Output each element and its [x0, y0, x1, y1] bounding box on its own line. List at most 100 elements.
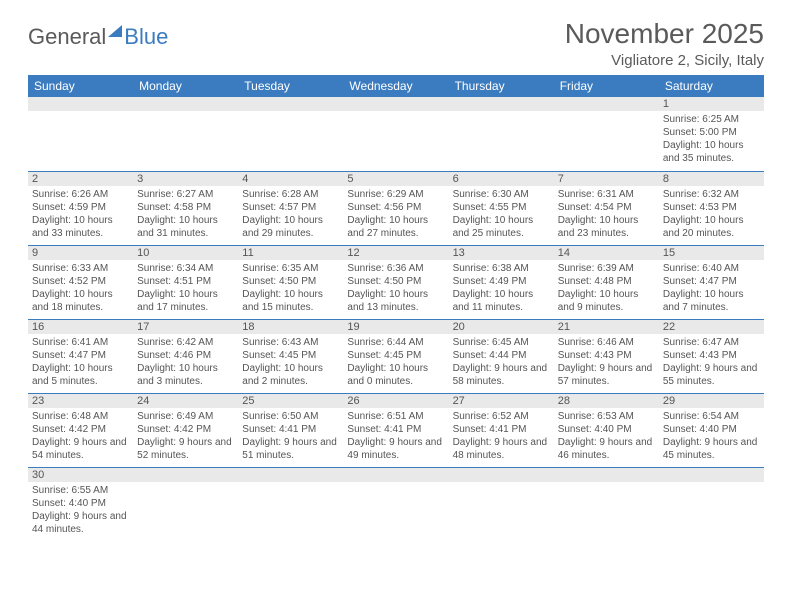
day-number: [238, 97, 343, 111]
day-details: Sunrise: 6:54 AM Sunset: 4:40 PM Dayligh…: [659, 408, 764, 464]
day-details: Sunrise: 6:31 AM Sunset: 4:54 PM Dayligh…: [554, 186, 659, 242]
day-number: 5: [343, 172, 448, 186]
day-number: [449, 468, 554, 482]
day-number: [343, 468, 448, 482]
calendar-cell: 12Sunrise: 6:36 AM Sunset: 4:50 PM Dayli…: [343, 245, 448, 319]
calendar-cell: 8Sunrise: 6:32 AM Sunset: 4:53 PM Daylig…: [659, 171, 764, 245]
calendar-cell: [554, 97, 659, 171]
day-details: Sunrise: 6:29 AM Sunset: 4:56 PM Dayligh…: [343, 186, 448, 242]
day-number: 26: [343, 394, 448, 408]
day-number: [659, 468, 764, 482]
day-number: 21: [554, 320, 659, 334]
logo-text-1: General: [28, 24, 106, 50]
day-details: Sunrise: 6:45 AM Sunset: 4:44 PM Dayligh…: [449, 334, 554, 390]
day-number: 9: [28, 246, 133, 260]
day-number: [28, 97, 133, 111]
day-details: Sunrise: 6:41 AM Sunset: 4:47 PM Dayligh…: [28, 334, 133, 390]
calendar-cell: 27Sunrise: 6:52 AM Sunset: 4:41 PM Dayli…: [449, 393, 554, 467]
day-number: 19: [343, 320, 448, 334]
calendar-row: 30Sunrise: 6:55 AM Sunset: 4:40 PM Dayli…: [28, 467, 764, 541]
day-number: 12: [343, 246, 448, 260]
day-details: Sunrise: 6:34 AM Sunset: 4:51 PM Dayligh…: [133, 260, 238, 316]
day-details: Sunrise: 6:51 AM Sunset: 4:41 PM Dayligh…: [343, 408, 448, 464]
day-details: Sunrise: 6:33 AM Sunset: 4:52 PM Dayligh…: [28, 260, 133, 316]
page-title: November 2025: [565, 18, 764, 50]
day-number: 1: [659, 97, 764, 111]
calendar-cell: 21Sunrise: 6:46 AM Sunset: 4:43 PM Dayli…: [554, 319, 659, 393]
day-details: Sunrise: 6:49 AM Sunset: 4:42 PM Dayligh…: [133, 408, 238, 464]
day-number: 6: [449, 172, 554, 186]
day-details: Sunrise: 6:44 AM Sunset: 4:45 PM Dayligh…: [343, 334, 448, 390]
day-number: 4: [238, 172, 343, 186]
calendar-cell: [343, 97, 448, 171]
day-number: 25: [238, 394, 343, 408]
day-number: 27: [449, 394, 554, 408]
calendar-cell: 14Sunrise: 6:39 AM Sunset: 4:48 PM Dayli…: [554, 245, 659, 319]
day-number: 20: [449, 320, 554, 334]
logo-text-2: Blue: [124, 24, 168, 50]
calendar-cell: 25Sunrise: 6:50 AM Sunset: 4:41 PM Dayli…: [238, 393, 343, 467]
day-details: Sunrise: 6:47 AM Sunset: 4:43 PM Dayligh…: [659, 334, 764, 390]
calendar-cell: 23Sunrise: 6:48 AM Sunset: 4:42 PM Dayli…: [28, 393, 133, 467]
calendar-cell: 19Sunrise: 6:44 AM Sunset: 4:45 PM Dayli…: [343, 319, 448, 393]
day-details: Sunrise: 6:26 AM Sunset: 4:59 PM Dayligh…: [28, 186, 133, 242]
day-number: 11: [238, 246, 343, 260]
day-number: 29: [659, 394, 764, 408]
calendar-cell: 11Sunrise: 6:35 AM Sunset: 4:50 PM Dayli…: [238, 245, 343, 319]
calendar-cell: 24Sunrise: 6:49 AM Sunset: 4:42 PM Dayli…: [133, 393, 238, 467]
calendar-cell: 7Sunrise: 6:31 AM Sunset: 4:54 PM Daylig…: [554, 171, 659, 245]
day-details: Sunrise: 6:38 AM Sunset: 4:49 PM Dayligh…: [449, 260, 554, 316]
calendar-cell: 9Sunrise: 6:33 AM Sunset: 4:52 PM Daylig…: [28, 245, 133, 319]
calendar-cell: 1Sunrise: 6:25 AM Sunset: 5:00 PM Daylig…: [659, 97, 764, 171]
calendar-row: 2Sunrise: 6:26 AM Sunset: 4:59 PM Daylig…: [28, 171, 764, 245]
weekday-header: Friday: [554, 75, 659, 97]
day-details: Sunrise: 6:50 AM Sunset: 4:41 PM Dayligh…: [238, 408, 343, 464]
calendar-cell: 10Sunrise: 6:34 AM Sunset: 4:51 PM Dayli…: [133, 245, 238, 319]
calendar-table: Sunday Monday Tuesday Wednesday Thursday…: [28, 75, 764, 541]
calendar-cell: 2Sunrise: 6:26 AM Sunset: 4:59 PM Daylig…: [28, 171, 133, 245]
day-number: 2: [28, 172, 133, 186]
day-details: Sunrise: 6:35 AM Sunset: 4:50 PM Dayligh…: [238, 260, 343, 316]
day-details: Sunrise: 6:46 AM Sunset: 4:43 PM Dayligh…: [554, 334, 659, 390]
day-number: 23: [28, 394, 133, 408]
day-number: [133, 468, 238, 482]
calendar-cell: 6Sunrise: 6:30 AM Sunset: 4:55 PM Daylig…: [449, 171, 554, 245]
calendar-cell: 18Sunrise: 6:43 AM Sunset: 4:45 PM Dayli…: [238, 319, 343, 393]
day-number: [133, 97, 238, 111]
day-details: Sunrise: 6:36 AM Sunset: 4:50 PM Dayligh…: [343, 260, 448, 316]
day-number: 30: [28, 468, 133, 482]
logo: General Blue: [28, 18, 168, 50]
day-number: 24: [133, 394, 238, 408]
day-details: Sunrise: 6:42 AM Sunset: 4:46 PM Dayligh…: [133, 334, 238, 390]
day-number: 17: [133, 320, 238, 334]
calendar-cell: 13Sunrise: 6:38 AM Sunset: 4:49 PM Dayli…: [449, 245, 554, 319]
weekday-header: Thursday: [449, 75, 554, 97]
calendar-cell: [133, 467, 238, 541]
title-block: November 2025 Vigliatore 2, Sicily, Ital…: [565, 18, 764, 69]
day-number: 22: [659, 320, 764, 334]
day-details: Sunrise: 6:30 AM Sunset: 4:55 PM Dayligh…: [449, 186, 554, 242]
calendar-cell: 26Sunrise: 6:51 AM Sunset: 4:41 PM Dayli…: [343, 393, 448, 467]
calendar-cell: 4Sunrise: 6:28 AM Sunset: 4:57 PM Daylig…: [238, 171, 343, 245]
day-number: [238, 468, 343, 482]
day-number: 3: [133, 172, 238, 186]
day-details: Sunrise: 6:55 AM Sunset: 4:40 PM Dayligh…: [28, 482, 133, 538]
day-details: Sunrise: 6:32 AM Sunset: 4:53 PM Dayligh…: [659, 186, 764, 242]
day-details: Sunrise: 6:28 AM Sunset: 4:57 PM Dayligh…: [238, 186, 343, 242]
calendar-row: 16Sunrise: 6:41 AM Sunset: 4:47 PM Dayli…: [28, 319, 764, 393]
calendar-row: 9Sunrise: 6:33 AM Sunset: 4:52 PM Daylig…: [28, 245, 764, 319]
calendar-row: 23Sunrise: 6:48 AM Sunset: 4:42 PM Dayli…: [28, 393, 764, 467]
weekday-header: Monday: [133, 75, 238, 97]
day-details: Sunrise: 6:52 AM Sunset: 4:41 PM Dayligh…: [449, 408, 554, 464]
calendar-cell: 3Sunrise: 6:27 AM Sunset: 4:58 PM Daylig…: [133, 171, 238, 245]
day-number: 16: [28, 320, 133, 334]
weekday-header: Saturday: [659, 75, 764, 97]
calendar-cell: 16Sunrise: 6:41 AM Sunset: 4:47 PM Dayli…: [28, 319, 133, 393]
day-details: Sunrise: 6:27 AM Sunset: 4:58 PM Dayligh…: [133, 186, 238, 242]
calendar-cell: [449, 467, 554, 541]
weekday-header-row: Sunday Monday Tuesday Wednesday Thursday…: [28, 75, 764, 97]
calendar-cell: [238, 97, 343, 171]
calendar-cell: [238, 467, 343, 541]
day-number: 15: [659, 246, 764, 260]
weekday-header: Tuesday: [238, 75, 343, 97]
